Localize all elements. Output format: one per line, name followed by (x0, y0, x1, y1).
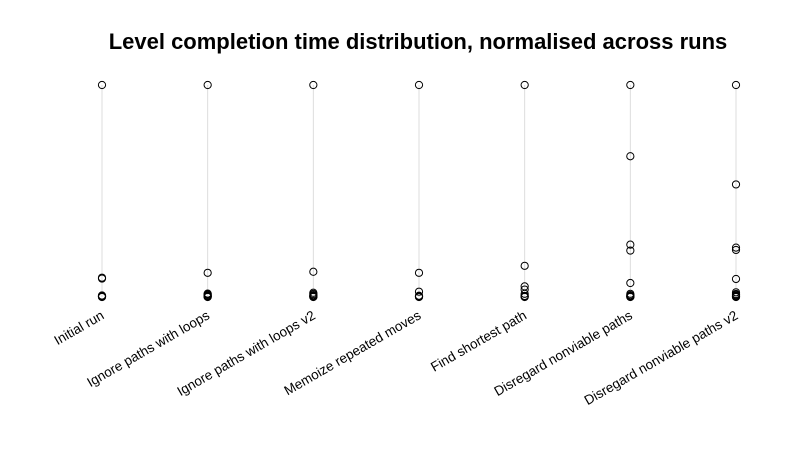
category-guides (101, 85, 737, 297)
data-point (731, 292, 741, 302)
data-point (97, 274, 107, 283)
data-point (520, 292, 529, 302)
data-point (731, 243, 741, 252)
data-point (414, 287, 424, 296)
data-point (626, 152, 635, 161)
data-points (97, 80, 741, 302)
data-point (309, 292, 318, 302)
data-point (626, 278, 635, 288)
x-tick-label: Initial run (52, 308, 107, 348)
data-point (203, 268, 212, 277)
data-point (203, 80, 212, 90)
data-point (520, 289, 529, 298)
data-point (97, 80, 107, 90)
data-point (731, 274, 741, 284)
data-point (626, 240, 635, 249)
data-point (309, 80, 318, 90)
data-point (97, 292, 107, 302)
data-point (309, 267, 318, 276)
data-point (520, 261, 529, 270)
data-point (731, 245, 741, 255)
data-point (414, 268, 424, 277)
data-point (731, 80, 741, 90)
data-point (203, 292, 212, 302)
x-tick-label: Find shortest path (428, 308, 529, 375)
data-point (414, 80, 424, 90)
data-point (626, 292, 635, 302)
data-point (731, 180, 741, 189)
chart-title: Level completion time distribution, norm… (109, 29, 728, 54)
data-point (626, 246, 635, 255)
data-point (626, 80, 635, 90)
data-point (520, 80, 529, 90)
data-point (414, 292, 424, 302)
